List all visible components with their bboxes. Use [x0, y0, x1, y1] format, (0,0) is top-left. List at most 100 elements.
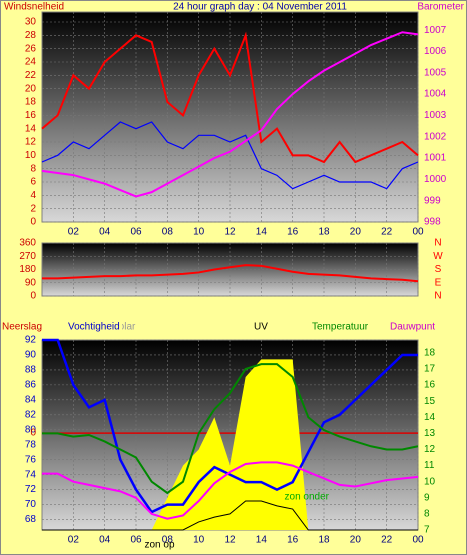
y2-tick-label: 11	[424, 460, 435, 471]
y-tick-label: 90	[25, 277, 37, 288]
y-tick-label: 74	[25, 469, 37, 480]
y2-tick-label: 1003	[424, 110, 447, 121]
y-tick-label: 0	[30, 217, 36, 228]
x-tick-label: 00	[412, 227, 424, 238]
y-tick-label: 360	[19, 238, 36, 249]
y2-tick-label: 1004	[424, 89, 447, 100]
y2-tick-label: 998	[424, 217, 441, 228]
y2-tick-label: 1006	[424, 46, 447, 57]
x-tick-label: 10	[193, 227, 205, 238]
rain-title: Neerslag	[2, 322, 42, 333]
legend-solar: Solar	[112, 322, 136, 333]
y-tick-label: 82	[25, 409, 37, 420]
y2-tick-label: 7	[424, 525, 430, 536]
y-tick-label: 90	[25, 350, 37, 361]
series-line	[42, 338, 418, 514]
y-tick-label: 78	[25, 439, 37, 450]
x-tick-label: 06	[130, 535, 142, 546]
x-tick-label: 18	[318, 535, 330, 546]
legend-dewpoint: Dauwpunt	[390, 322, 435, 333]
x-tick-label: 14	[256, 227, 268, 238]
y2-tick-label: 13	[424, 428, 436, 439]
y2-tick-label: 12	[424, 444, 436, 455]
annotation: zon onder	[285, 492, 330, 503]
x-tick-label: 16	[287, 227, 299, 238]
x-tick-label: 02	[68, 227, 80, 238]
label-background	[66, 320, 122, 334]
x-tick-label: 18	[318, 227, 330, 238]
x-tick-label: 10	[193, 535, 205, 546]
legend-temperature: Temperatuur	[312, 322, 369, 333]
y2-tick-label: 1002	[424, 131, 447, 142]
y-tick-label: 16	[25, 110, 37, 121]
y-tick-label: 80	[25, 424, 37, 435]
y-tick-label: 72	[25, 484, 37, 495]
y2-tick-label: 1000	[424, 174, 447, 185]
area	[42, 359, 418, 530]
rain-tick-label: 0	[30, 428, 36, 439]
y2-tick-label: E	[435, 277, 442, 288]
y-tick-label: 70	[25, 499, 37, 510]
y-tick-label: 8	[30, 163, 36, 174]
y2-tick-label: 14	[424, 412, 436, 423]
y-tick-label: 68	[25, 514, 37, 525]
x-tick-label: 20	[350, 535, 362, 546]
y2-tick-label: 17	[424, 364, 436, 375]
y-tick-label: 6	[30, 177, 36, 188]
x-tick-label: 12	[224, 227, 236, 238]
series-line	[42, 500, 418, 531]
chart-title: 24 hour graph day : 04 November 2011	[173, 2, 347, 13]
y2-tick-label: 9	[424, 492, 430, 503]
y2-tick-label: 8	[424, 509, 430, 520]
y-tick-label: 76	[25, 454, 37, 465]
y-tick-label: 30	[25, 17, 37, 28]
y-tick-label: 10	[25, 150, 37, 161]
y-tick-label: 180	[19, 264, 36, 275]
y2-tick-label: S	[435, 264, 442, 275]
y-tick-label: 24	[25, 57, 37, 68]
y-tick-label: 270	[19, 251, 36, 262]
x-tick-label: 12	[224, 535, 236, 546]
y-axis-title: Windsnelheid	[4, 2, 64, 13]
y-tick-label: 84	[25, 394, 37, 405]
y-tick-label: 0	[30, 291, 36, 302]
x-tick-label: 22	[381, 227, 393, 238]
annotation: zon op	[144, 540, 174, 551]
y2-tick-label: W	[433, 251, 443, 262]
x-tick-label: 08	[162, 227, 174, 238]
y-tick-label: 88	[25, 365, 37, 376]
x-tick-label: 22	[381, 535, 393, 546]
y2-tick-label: 1005	[424, 67, 447, 78]
x-tick-label: 00	[412, 535, 424, 546]
x-tick-label: 04	[99, 227, 111, 238]
series-line	[41, 31, 419, 164]
legend-humidity: Vochtigheid	[68, 322, 120, 333]
y-tick-label: 22	[25, 70, 37, 81]
y-tick-label: 28	[25, 30, 37, 41]
y-tick-label: 18	[25, 97, 37, 108]
y2-tick-label: 15	[424, 396, 436, 407]
y2-tick-label: 18	[424, 348, 436, 359]
y2-tick-label: N	[434, 291, 441, 302]
y2-tick-label: 16	[424, 380, 436, 391]
series-line	[41, 31, 419, 198]
y-tick-label: 26	[25, 43, 37, 54]
y2-tick-label: 999	[424, 195, 441, 206]
x-tick-label: 14	[256, 535, 268, 546]
y-tick-label: 4	[30, 190, 36, 201]
x-tick-label: 16	[287, 535, 299, 546]
x-tick-label: 08	[162, 535, 174, 546]
y-tick-label: 14	[25, 123, 37, 134]
legend-uv: UV	[254, 322, 268, 333]
series-line	[42, 363, 419, 495]
y2-tick-label: N	[434, 238, 441, 249]
series-line	[42, 461, 419, 520]
x-tick-label: 02	[68, 535, 80, 546]
y-tick-label: 20	[25, 83, 37, 94]
x-tick-label: 20	[350, 227, 362, 238]
y-tick-label: 92	[25, 335, 37, 346]
series-line	[41, 121, 419, 190]
series-line	[42, 264, 419, 283]
